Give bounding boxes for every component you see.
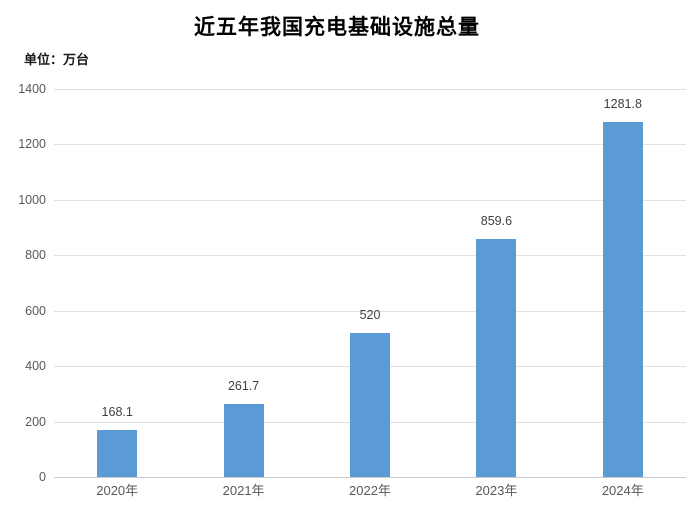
bar-value-label: 168.1 — [101, 405, 133, 420]
y-axis-tick-label: 1200 — [18, 137, 46, 152]
bar-2021年 — [223, 404, 264, 477]
gridline — [54, 310, 686, 312]
gridline — [54, 89, 686, 90]
x-axis-tick-label: 2020年 — [96, 483, 139, 498]
y-axis-tick-label: 800 — [25, 248, 46, 263]
bar-value-label: 520 — [359, 307, 381, 322]
gridline — [54, 199, 686, 201]
bar-2020年 — [97, 430, 138, 477]
x-axis-line — [54, 477, 686, 478]
y-axis-tick-label: 400 — [25, 359, 46, 374]
bar-value-label: 1281.8 — [603, 96, 642, 111]
bar-value-label: 859.6 — [480, 213, 513, 228]
unit-label: 单位：万台 — [24, 52, 90, 67]
bar-2022年 — [350, 332, 390, 477]
gridline — [54, 144, 686, 146]
y-axis-tick-label: 1400 — [18, 82, 46, 96]
bar-value-label: 261.7 — [227, 379, 260, 394]
y-axis-tick-label: 200 — [25, 414, 46, 429]
x-axis-tick-label: 2021年 — [222, 483, 265, 498]
y-axis-tick-label: 600 — [25, 303, 46, 318]
x-axis-tick-label: 2024年 — [601, 483, 644, 498]
bar-2024年 — [602, 121, 643, 477]
x-axis-tick-label: 2023年 — [475, 483, 518, 498]
chart-title: 近五年我国充电基础设施总量 — [194, 15, 480, 39]
x-axis-tick-label: 2022年 — [349, 483, 391, 498]
gridline — [54, 255, 686, 257]
y-axis-tick-label: 0 — [39, 470, 46, 484]
y-axis-tick-label: 1000 — [18, 192, 46, 207]
bar-2023年 — [476, 238, 517, 477]
